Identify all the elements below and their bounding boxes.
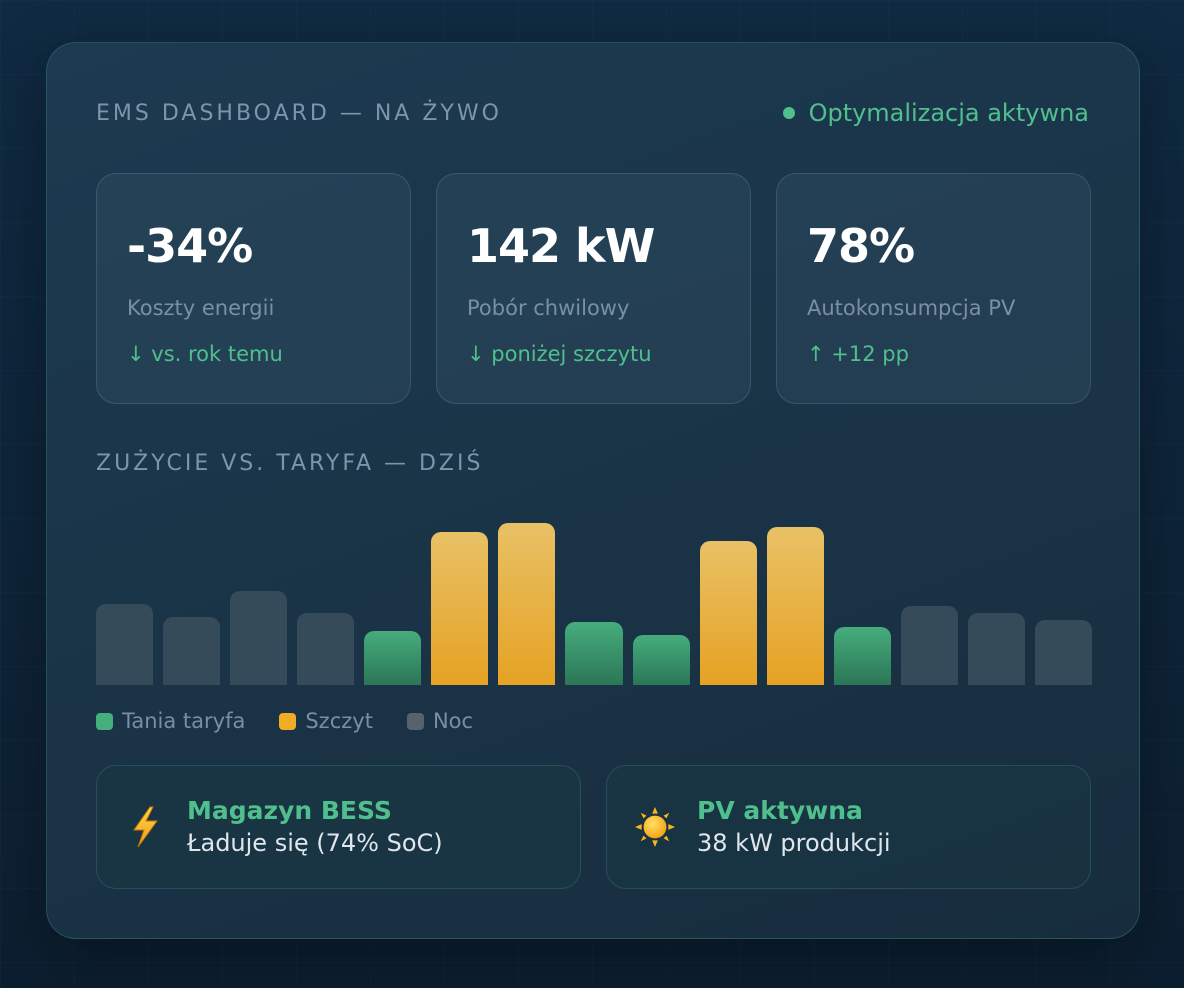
lightning-icon — [125, 803, 165, 851]
kpi-label: Pobór chwilowy — [467, 296, 630, 320]
kpi-row: -34% Koszty energii ↓ vs. rok temu 142 k… — [96, 173, 1091, 404]
bess-subtitle: Ładuje się (74% SoC) — [187, 829, 443, 857]
kpi-card-pv-selfconsumption: 78% Autokonsumpcja PV ↑ +12 pp — [776, 173, 1091, 404]
legend-swatch-icon — [406, 712, 424, 730]
bess-title: Magazyn BESS — [187, 796, 392, 825]
legend-item-night: Noc — [406, 709, 474, 733]
kpi-trend: ↓ vs. rok temu — [127, 342, 283, 366]
legend-item-cheap: Tania taryfa — [96, 709, 245, 733]
pv-subtitle: 38 kW produkcji — [697, 829, 891, 857]
bess-status-card: Magazyn BESS Ładuje się (74% SoC) — [96, 765, 581, 889]
pv-status-card: PV aktywna 38 kW produkcji — [606, 765, 1091, 889]
status-dot-icon — [782, 107, 795, 119]
legend-label: Tania taryfa — [122, 709, 246, 733]
bar-peak — [498, 523, 556, 685]
bar-peak — [766, 527, 824, 685]
chart-title: ZUŻYCIE VS. TARYFA — DZIŚ — [96, 451, 484, 476]
bar-cheap — [632, 635, 690, 685]
bar-peak — [699, 541, 757, 685]
kpi-card-energy-cost: -34% Koszty energii ↓ vs. rok temu — [96, 173, 411, 404]
legend-item-peak: Szczyt — [279, 709, 373, 733]
dashboard-panel: EMS DASHBOARD — NA ŻYWO Optymalizacja ak… — [46, 42, 1140, 939]
legend-swatch-icon — [96, 712, 113, 730]
kpi-card-instant-load: 142 kW Pobór chwilowy ↓ poniżej szczytu — [436, 173, 751, 404]
bar-peak — [431, 532, 489, 685]
status-label: Optymalizacja aktywna — [808, 99, 1089, 127]
legend-label: Szczyt — [305, 709, 373, 733]
legend-label: Noc — [432, 709, 474, 733]
bar-cheap — [364, 631, 422, 685]
header: EMS DASHBOARD — NA ŻYWO Optymalizacja ak… — [96, 95, 1089, 131]
pv-title: PV aktywna — [697, 796, 863, 825]
bar-night — [230, 591, 288, 685]
optimization-status-badge: Optymalizacja aktywna — [782, 99, 1089, 127]
bar-night — [96, 604, 154, 685]
legend-swatch-icon — [279, 712, 297, 730]
bar-night — [900, 606, 958, 685]
kpi-value: -34% — [127, 219, 253, 273]
kpi-label: Koszty energii — [127, 296, 275, 320]
kpi-value: 78% — [807, 219, 915, 273]
kpi-value: 142 kW — [467, 219, 655, 273]
chart-legend: Tania taryfa Szczyt Noc — [96, 709, 473, 733]
bar-night — [967, 613, 1025, 685]
kpi-trend: ↑ +12 pp — [807, 342, 909, 366]
bar-cheap — [565, 622, 623, 685]
kpi-label: Autokonsumpcja PV — [807, 296, 1016, 320]
consumption-bar-chart — [96, 513, 1092, 685]
bar-night — [1034, 620, 1092, 685]
bar-night — [297, 613, 355, 685]
bar-night — [163, 617, 221, 685]
kpi-trend: ↓ poniżej szczytu — [467, 342, 652, 366]
sun-icon — [635, 803, 675, 851]
status-cards: Magazyn BESS Ładuje się (74% SoC) — [96, 765, 1091, 889]
page-title: EMS DASHBOARD — NA ŻYWO — [96, 100, 502, 126]
bar-cheap — [833, 627, 891, 685]
